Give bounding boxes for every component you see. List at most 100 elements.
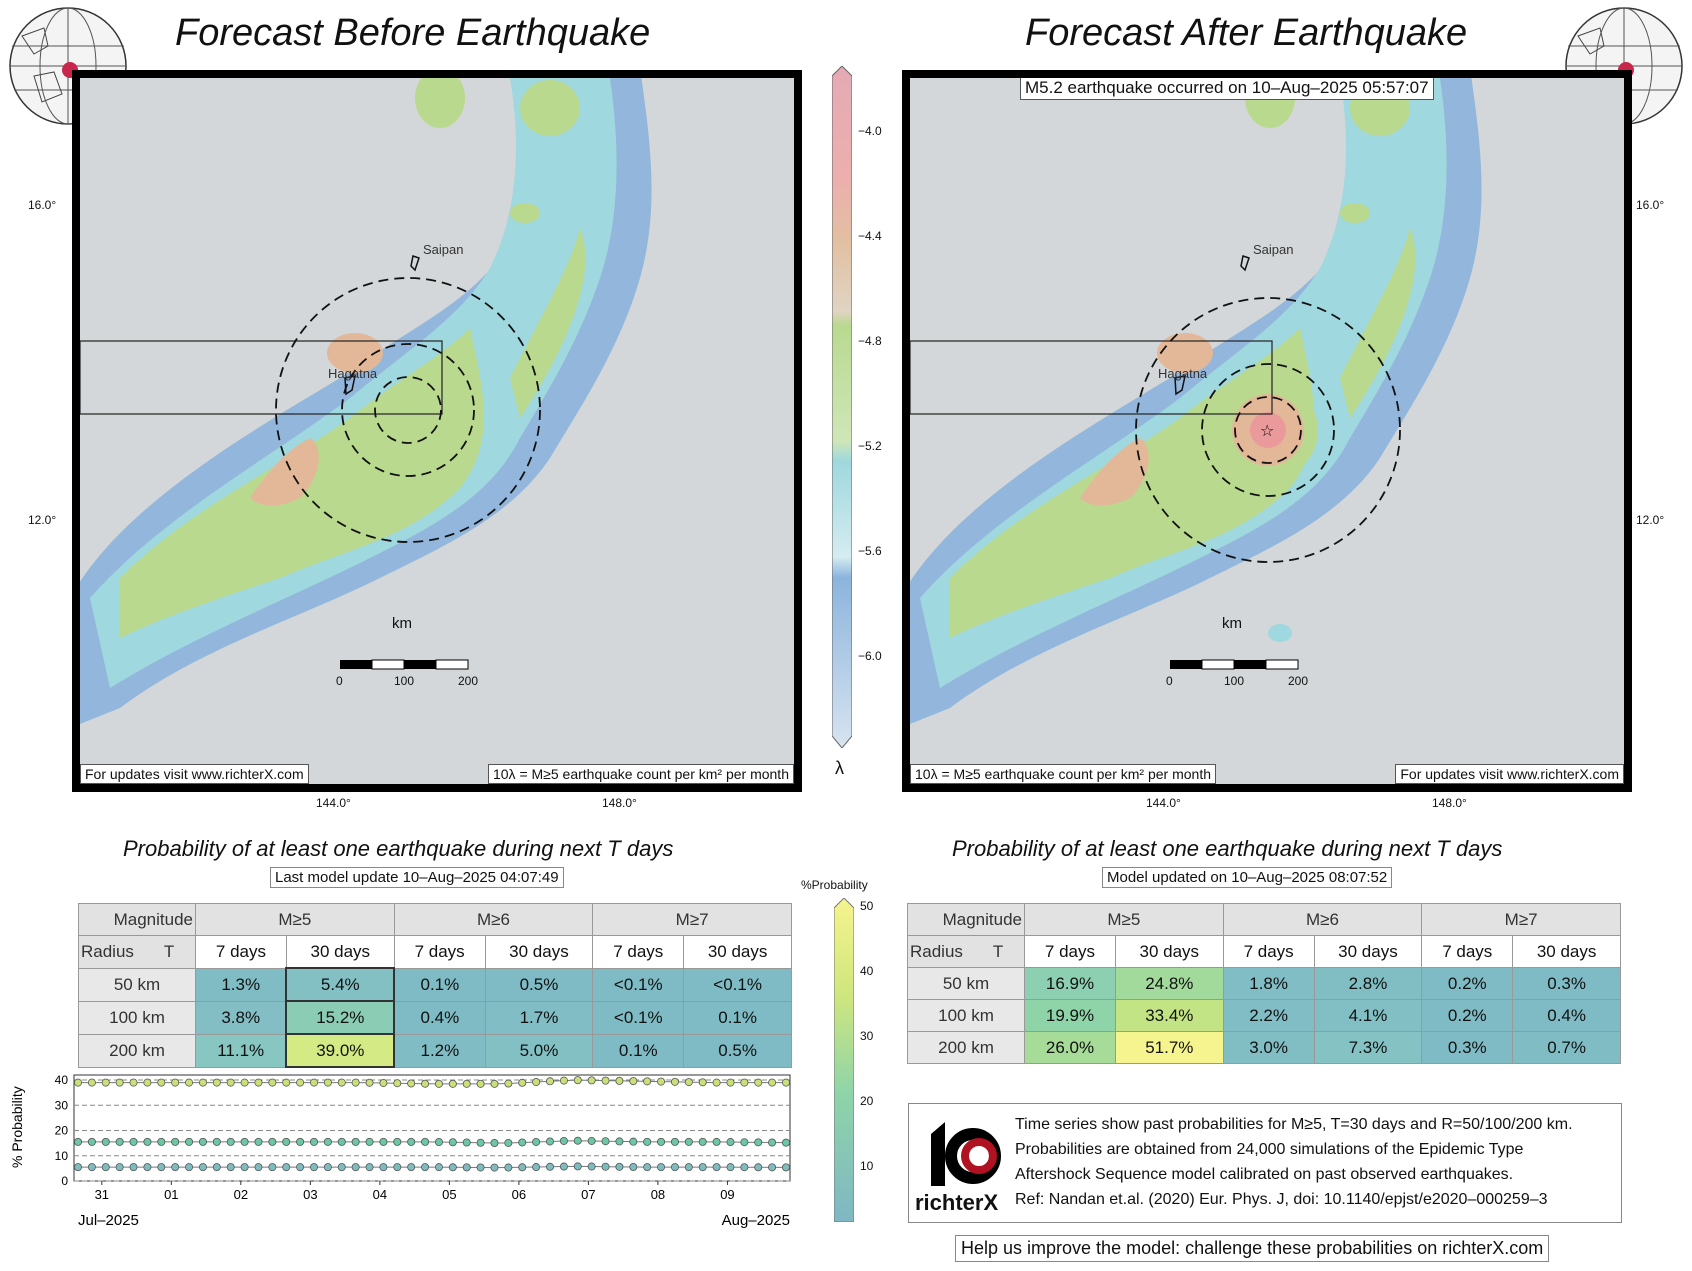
right-footer-url[interactable]: For updates visit www.richterX.com (1395, 764, 1624, 784)
series-point (643, 1077, 652, 1086)
series-point (476, 1079, 485, 1088)
series-point (393, 1079, 402, 1088)
right-lon-148: 148.0° (1432, 796, 1467, 810)
series-point (282, 1137, 291, 1146)
lambda-symbol: λ (835, 758, 844, 778)
chart-frame (73, 1074, 791, 1182)
help-banner[interactable]: Help us improve the model: challenge the… (955, 1235, 1550, 1262)
scale-unit: km (392, 615, 412, 632)
period-header: 7 days (592, 935, 685, 969)
x-tick-label: 01 (164, 1187, 178, 1202)
left-update-label: Last model update 10–Aug–2025 04:07:49 (270, 867, 564, 888)
lambda-tick-2: −4.4 (858, 229, 882, 243)
series-point (601, 1137, 610, 1146)
prob-cell: 4.1% (1313, 999, 1423, 1032)
left-footer-units: 10λ = M≥5 earthquake count per km² per m… (487, 764, 794, 784)
series-point (573, 1162, 582, 1171)
series-point (518, 1163, 527, 1172)
series-point (740, 1078, 749, 1087)
series-point (87, 1163, 96, 1172)
left-footer-url[interactable]: For updates visit www.richterX.com (80, 764, 309, 784)
series-line (78, 1079, 786, 1085)
series-point (754, 1138, 763, 1147)
series-point (490, 1138, 499, 1147)
series-point (365, 1078, 374, 1087)
series-point (629, 1137, 638, 1146)
series-point (379, 1137, 388, 1146)
series-point (726, 1078, 735, 1087)
place-saipan-right: Saipan (1253, 242, 1294, 257)
table-row: 100 km 3.8% 15.2% 0.4% 1.7% <0.1% 0.1% (78, 1000, 792, 1035)
series-point (240, 1078, 249, 1087)
x-tick-label: 02 (234, 1187, 248, 1202)
prob-tick-40: 40 (860, 964, 874, 978)
series-point (296, 1137, 305, 1146)
left-map[interactable]: Saipan Hagatna km 0 100 200 For updates … (72, 70, 802, 792)
mag-header-6: M≥6 (1222, 903, 1423, 936)
prob-cell: 0.1% (592, 1033, 685, 1068)
series-point (115, 1137, 124, 1146)
series-point (171, 1163, 180, 1172)
series-point (559, 1076, 568, 1085)
probability-colorbar (833, 897, 855, 1223)
info-text: Time series show past probabilities for … (1015, 1112, 1573, 1212)
prob-cell: 51.7% (1114, 1031, 1224, 1064)
series-point (726, 1138, 735, 1147)
lambda-tick-5: −5.6 (858, 544, 882, 558)
probability-colorbar-label: %Probability (801, 878, 868, 892)
series-line (78, 1165, 787, 1169)
series-point (212, 1137, 221, 1146)
prob-cell: 0.5% (484, 967, 594, 1002)
series-point (323, 1137, 332, 1146)
period-header: 7 days (1421, 935, 1514, 968)
series-point (670, 1137, 679, 1146)
series-point (379, 1163, 388, 1172)
funnel-line (390, 1065, 790, 1075)
right-probability-table: Magnitude M≥5 M≥6 M≥7 Radius T 7 days 30 … (907, 903, 1621, 1064)
series-point (268, 1078, 277, 1087)
table-row: 50 km 16.9% 24.8% 1.8% 2.8% 0.2% 0.3% (907, 967, 1621, 1000)
scale-tick-100-right: 100 (1224, 674, 1245, 688)
series-point (643, 1163, 652, 1172)
right-map[interactable]: ☆ M5.2 earthquake occurred on 10–Aug–202… (902, 70, 1632, 792)
series-point (670, 1077, 679, 1086)
left-lon-148: 148.0° (602, 796, 637, 810)
prob-cell: 5.4% (285, 967, 396, 1002)
series-point (407, 1079, 416, 1088)
series-point (407, 1137, 416, 1146)
series-point (393, 1163, 402, 1172)
series-point (198, 1163, 207, 1172)
series-point (559, 1136, 568, 1145)
prob-cell: 0.3% (1512, 967, 1621, 1000)
series-point (740, 1163, 749, 1172)
x-tick-label: 04 (373, 1187, 387, 1202)
series-point (476, 1138, 485, 1147)
series-point (615, 1137, 624, 1146)
series-point (546, 1077, 555, 1086)
prob-cell: 1.2% (393, 1033, 486, 1068)
series-point (532, 1163, 541, 1172)
series-point (587, 1076, 596, 1085)
series-point (254, 1137, 263, 1146)
table-row: 50 km 1.3% 5.4% 0.1% 0.5% <0.1% <0.1% (78, 967, 792, 1002)
place-hagatna-right: Hagatna (1158, 366, 1208, 381)
series-point (782, 1138, 791, 1147)
series-point (546, 1162, 555, 1171)
left-lon-144: 144.0° (316, 796, 351, 810)
richterx-logo-icon (931, 1122, 1001, 1186)
series-point (365, 1163, 374, 1172)
right-lat-12: 12.0° (1636, 513, 1665, 527)
period-header: 30 days (484, 935, 594, 969)
magnitude-header: Magnitude (78, 903, 196, 936)
x-tick-label: 09 (720, 1187, 734, 1202)
prob-cell: 24.8% (1114, 967, 1224, 1000)
series-point (87, 1078, 96, 1087)
series-point (115, 1163, 124, 1172)
prob-cell: <0.1% (683, 967, 792, 1002)
series-point (740, 1138, 749, 1147)
series-point (601, 1162, 610, 1171)
series-point (351, 1137, 360, 1146)
series-point (629, 1163, 638, 1172)
mag-header-7: M≥7 (592, 903, 792, 936)
series-point (185, 1137, 194, 1146)
